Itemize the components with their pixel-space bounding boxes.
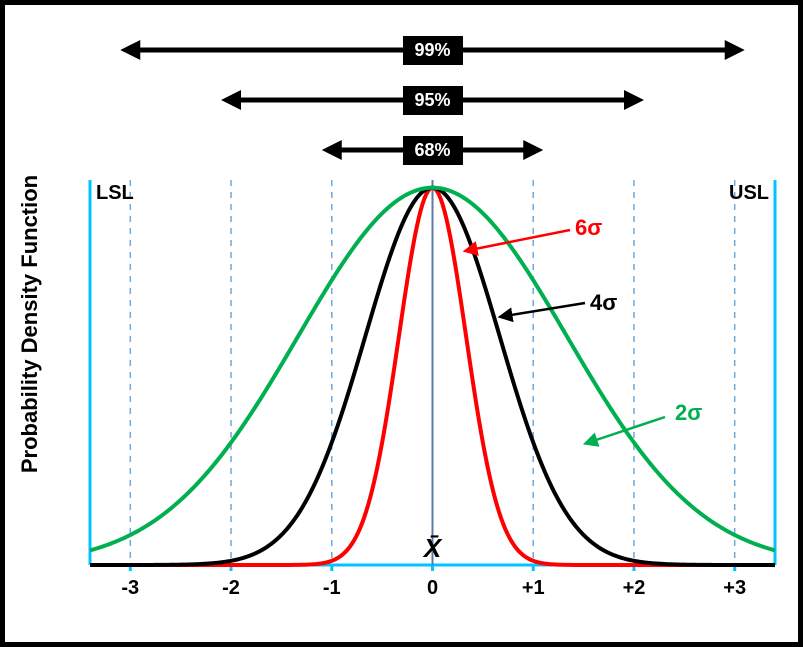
chart-frame: Probability Density Function LSL USL 6σ … xyxy=(0,0,803,647)
pct-box-68: 68% xyxy=(402,136,462,165)
x-tick-label: +1 xyxy=(522,577,545,600)
lsl-label: LSL xyxy=(96,182,134,205)
x-tick-label: -2 xyxy=(222,577,240,600)
label-6sigma: 6σ xyxy=(575,215,602,241)
label-4sigma: 4σ xyxy=(590,290,617,316)
x-tick-label: -3 xyxy=(121,577,139,600)
label-2sigma: 2σ xyxy=(675,400,702,426)
x-tick-label: +2 xyxy=(623,577,646,600)
x-tick-label: -1 xyxy=(323,577,341,600)
pct-box-95: 95% xyxy=(402,86,462,115)
pct-box-99: 99% xyxy=(402,36,462,65)
x-tick-label: 0 xyxy=(427,577,438,600)
xbar-label: X̄ xyxy=(424,533,441,564)
usl-label: USL xyxy=(729,182,769,205)
x-tick-label: +3 xyxy=(723,577,746,600)
